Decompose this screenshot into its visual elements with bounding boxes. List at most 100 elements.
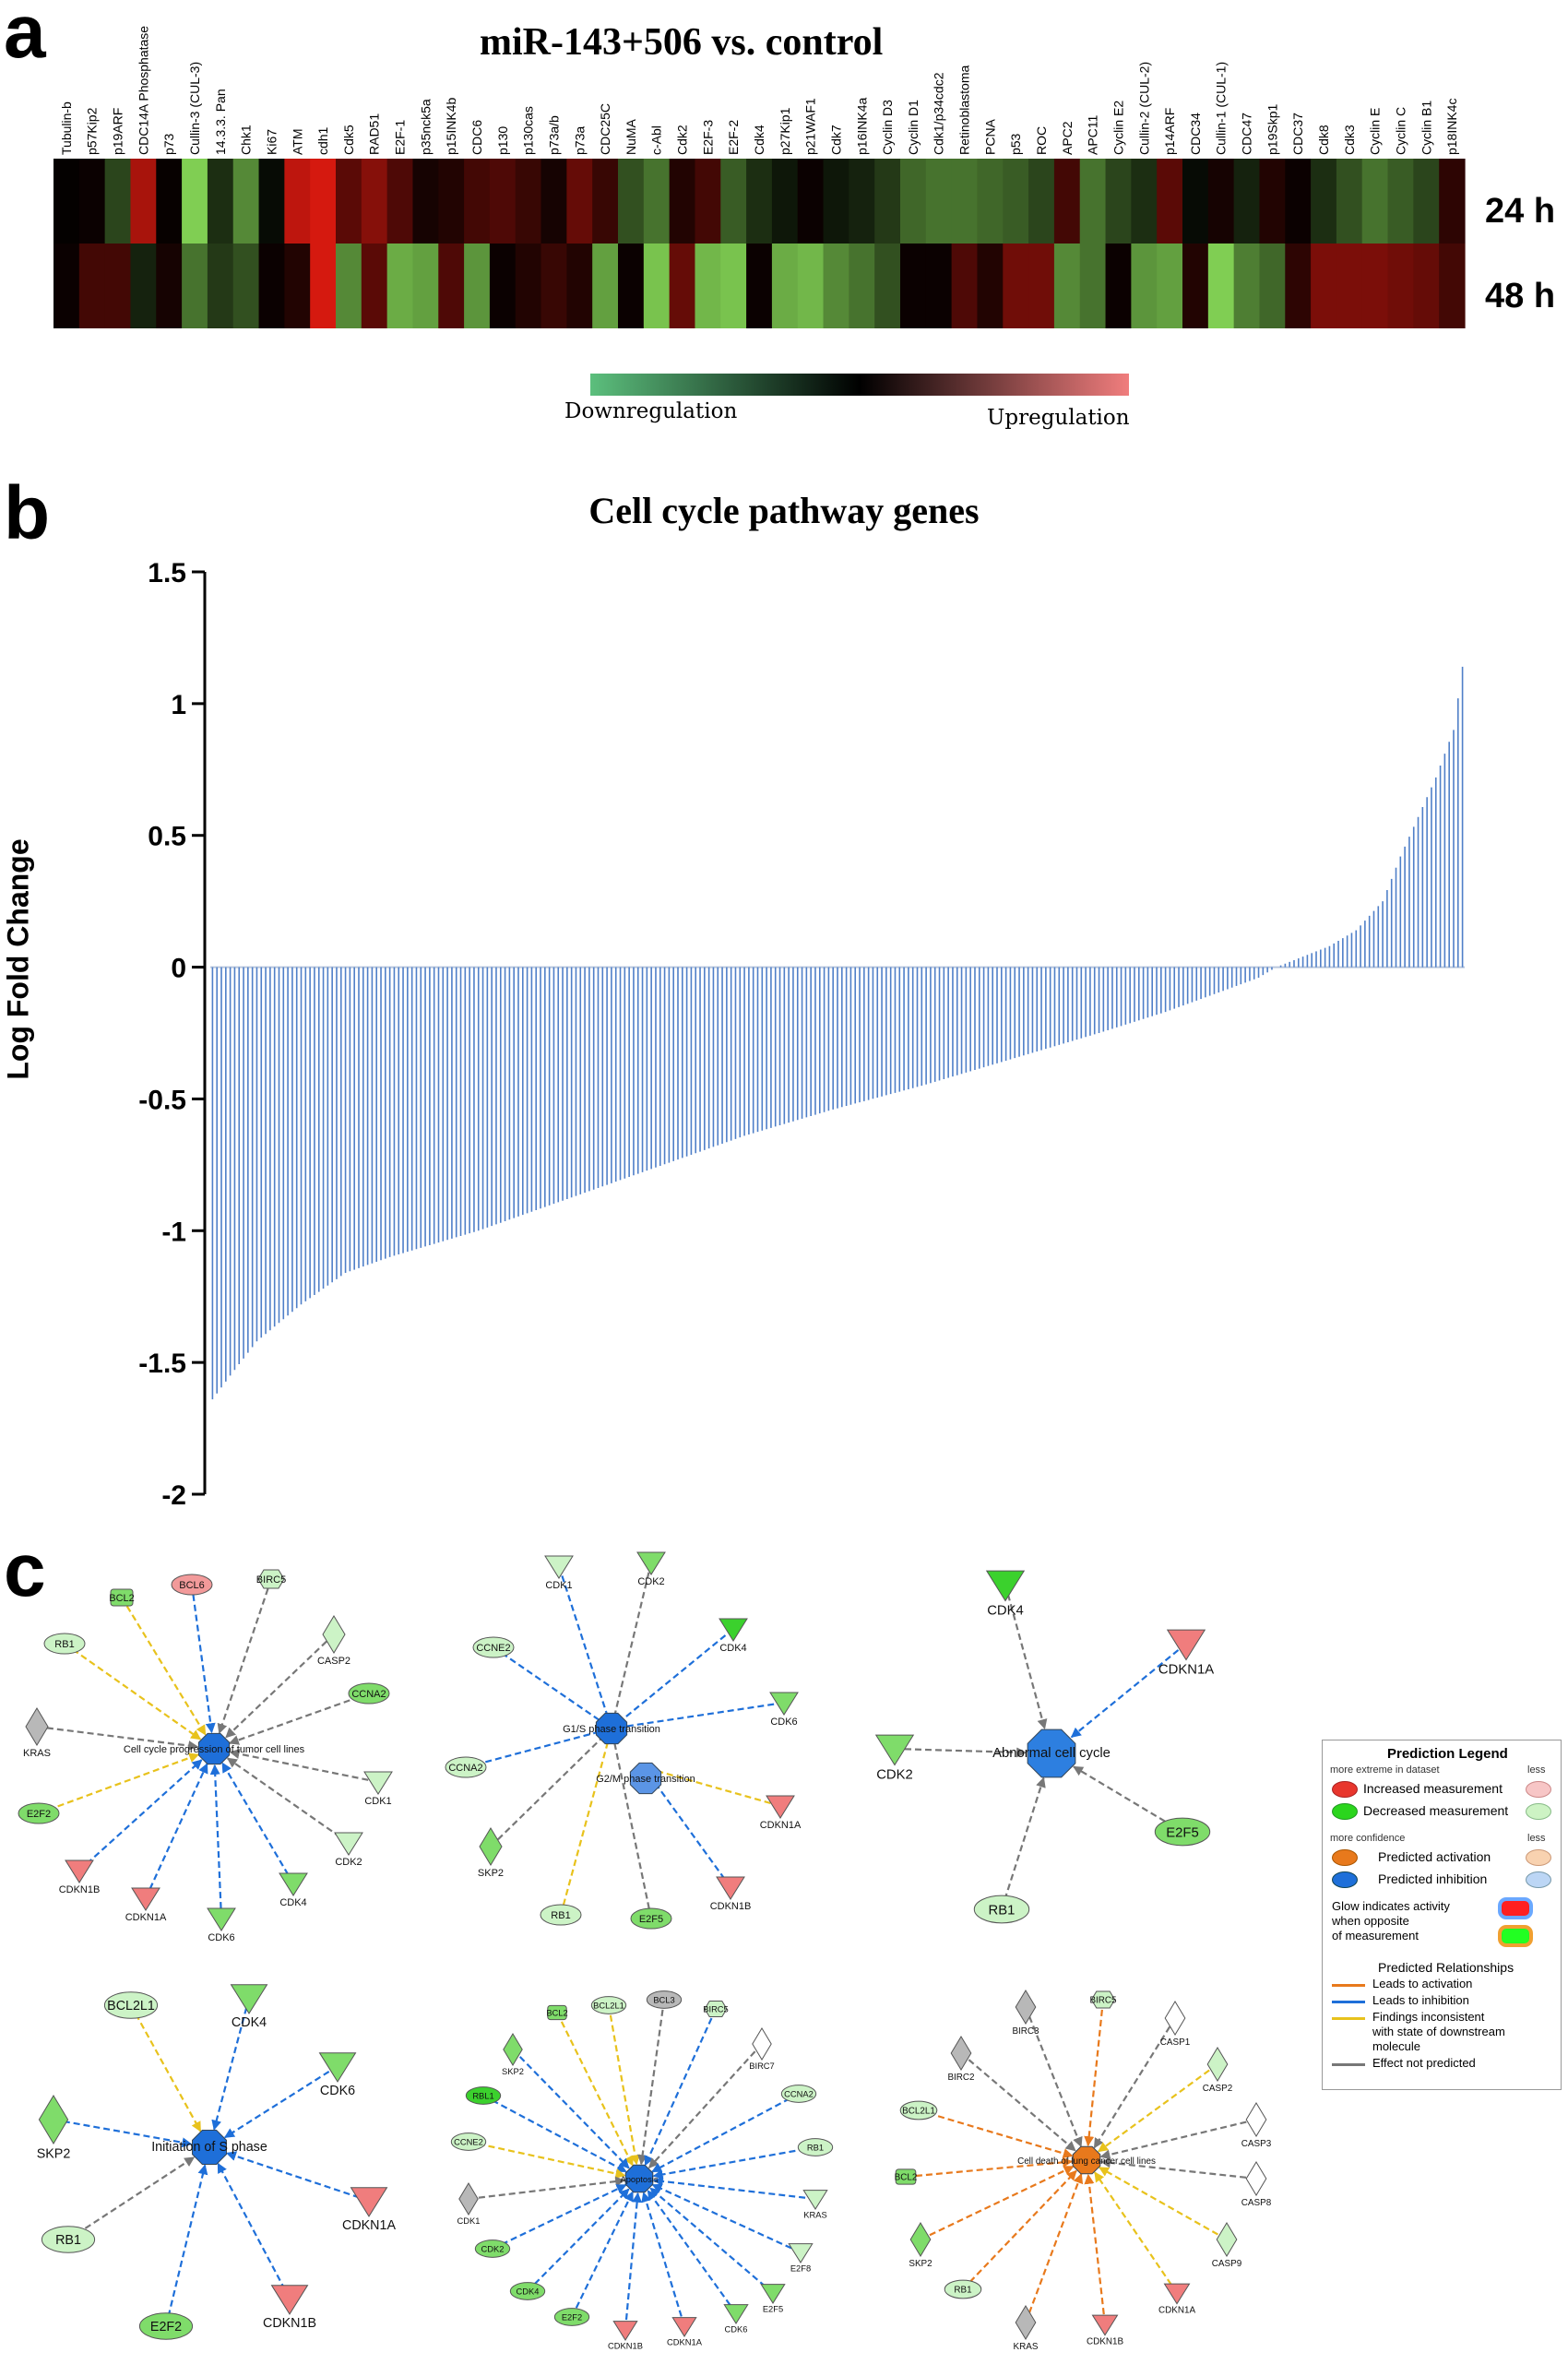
network-node-label: RB1: [55, 2233, 81, 2248]
heatmap-column-label: CDC37: [1290, 113, 1305, 155]
heatmap-cell: [900, 244, 927, 328]
network-4-node: CDK4: [230, 1984, 268, 2030]
network-edge: [78, 1759, 203, 1871]
legend-green-ellipse: [1332, 1803, 1358, 1820]
network-node-label: CASP2: [317, 1656, 350, 1667]
legend-title: Prediction Legend: [1387, 1746, 1508, 1762]
heatmap-cell: [1285, 159, 1312, 244]
network-6-node: BIRC5: [1089, 1990, 1117, 2009]
network-node-label: E2F8: [790, 2263, 811, 2273]
network-1-node: BCL6: [171, 1574, 213, 1596]
heatmap-cell: [977, 244, 1004, 328]
network-6-node: BCL2L1: [899, 2100, 938, 2121]
heatmap-cell: [643, 244, 671, 328]
heatmap-column-label: ROC: [1034, 126, 1049, 155]
heatmap-row-label-24h: 24 h: [1485, 192, 1556, 231]
heatmap-cell: [823, 159, 849, 244]
network-6-node: RB1: [944, 2279, 982, 2299]
network-node-label: E2F2: [150, 2320, 182, 2334]
network-edge: [67, 2156, 196, 2240]
network-edge: [1099, 2157, 1257, 2180]
heatmap-cell: [900, 159, 927, 244]
network-5-node: CDKN1B: [608, 2321, 643, 2350]
network-center-label: Cell death of lung cancer cell lines: [1017, 2156, 1156, 2167]
network-node-label: CDK1: [545, 1580, 572, 1591]
network-edge: [229, 1749, 379, 1784]
network-edge: [164, 2164, 208, 2327]
network-edge: [1000, 1776, 1046, 1910]
network-node-label: E2F5: [639, 1914, 663, 1925]
heatmap-column-label: p18INK4c: [1444, 99, 1459, 155]
heatmap-cell: [566, 159, 593, 244]
heatmap-cell: [925, 159, 953, 244]
network-5-node: CDK2: [474, 2239, 511, 2258]
network-edge: [1084, 1999, 1105, 2147]
heatmap-column-label: p73: [161, 133, 176, 155]
heatmap-column-label: Cdk1/p34cdc2: [932, 72, 946, 155]
network-2-node: CDKN1A: [760, 1795, 802, 1831]
heatmap-cell: [618, 159, 645, 244]
network-edge: [1098, 2063, 1218, 2153]
network-6-node: CDKN1A: [1158, 2283, 1195, 2316]
network-6-node: BCL2: [895, 2168, 918, 2185]
heatmap-column-label: Cyclin E: [1368, 108, 1383, 155]
heatmap-cell: [1311, 159, 1337, 244]
heatmap-cell: [156, 159, 183, 244]
network-edge: [608, 1562, 653, 1730]
network-node-label: BCL2: [895, 2173, 918, 2183]
heatmap-cell: [207, 244, 234, 328]
network-edge: [228, 1692, 370, 1745]
heatmap-column-label: Cyclin E2: [1111, 101, 1125, 155]
network-edge: [38, 1752, 200, 1815]
heatmap-column-label: Cyclin B1: [1419, 101, 1433, 155]
bar-chart-title: Cell cycle pathway genes: [588, 490, 980, 531]
network-edge: [512, 2049, 630, 2169]
network-node-label: BIRC5: [1089, 1996, 1117, 2006]
heatmap-cell: [1028, 159, 1055, 244]
network-node-label: CASP2: [1203, 2084, 1232, 2094]
heatmap-column-label: Retinoblastoma: [957, 65, 972, 155]
legend-findings-1: Findings inconsistent: [1372, 2010, 1485, 2024]
network-edge: [641, 2192, 686, 2327]
heatmap-cell: [1131, 159, 1158, 244]
heatmap-cell: [1182, 244, 1209, 328]
network-2-center-1: G1/S phase transition: [563, 1712, 660, 1745]
legend-less-2: less: [1527, 1833, 1546, 1844]
heatmap-cell: [1207, 159, 1235, 244]
network-node-label: E2F2: [562, 2312, 582, 2322]
network-edge: [492, 2183, 627, 2250]
legend-orange-ellipse: [1332, 1849, 1358, 1866]
network-1-node: BCL2: [109, 1588, 135, 1607]
legend-more-confidence: more confidence: [1330, 1833, 1406, 1844]
legend-glow-red: [1502, 1901, 1529, 1916]
heatmap-cell: [258, 244, 285, 328]
bar-chart: 1.5 1 0.5 0 -0.5 -1 -1.5 -2: [138, 558, 1465, 1511]
legend-pred-activation: Predicted activation: [1378, 1849, 1491, 1864]
network-2-node: CDK2: [636, 1551, 666, 1587]
network-2-node: RB1: [540, 1904, 582, 1926]
panel-letter-c: c: [4, 1528, 46, 1612]
network-5-node: BIRC5: [703, 2001, 729, 2017]
network-node-label: CDKN1A: [342, 2218, 396, 2233]
legend-light-blue-ellipse: [1526, 1871, 1551, 1888]
network-edge: [637, 1999, 666, 2166]
network-node-label: SKP2: [37, 2147, 71, 2162]
network-6-node: BIRC2: [947, 2036, 975, 2083]
heatmap-cell: [592, 244, 619, 328]
network-node-label: CDK6: [770, 1717, 797, 1728]
network-node-label: CDKN1A: [1158, 1662, 1214, 1677]
heatmap-column-label: cdh1: [315, 126, 330, 155]
network-node-label: RB1: [954, 2286, 972, 2296]
heatmap-column-label: APC11: [1086, 114, 1100, 155]
network-3-node: CDK4: [985, 1570, 1026, 1618]
network-5-node: CDK1: [457, 2182, 480, 2226]
network-node-label: CCNE2: [476, 1643, 510, 1654]
network-edge: [36, 1725, 199, 1751]
heatmap-cell: [669, 244, 696, 328]
network-4-node: BCL2L1: [103, 1991, 159, 2019]
network-4-node: CDKN1B: [263, 2285, 316, 2331]
heatmap-column-label: p19Skp1: [1265, 104, 1279, 155]
network-node-label: SKP2: [502, 2067, 524, 2076]
heatmap-column-label: CDC25C: [598, 103, 612, 155]
network-5-node: CCNA2: [780, 2085, 817, 2103]
